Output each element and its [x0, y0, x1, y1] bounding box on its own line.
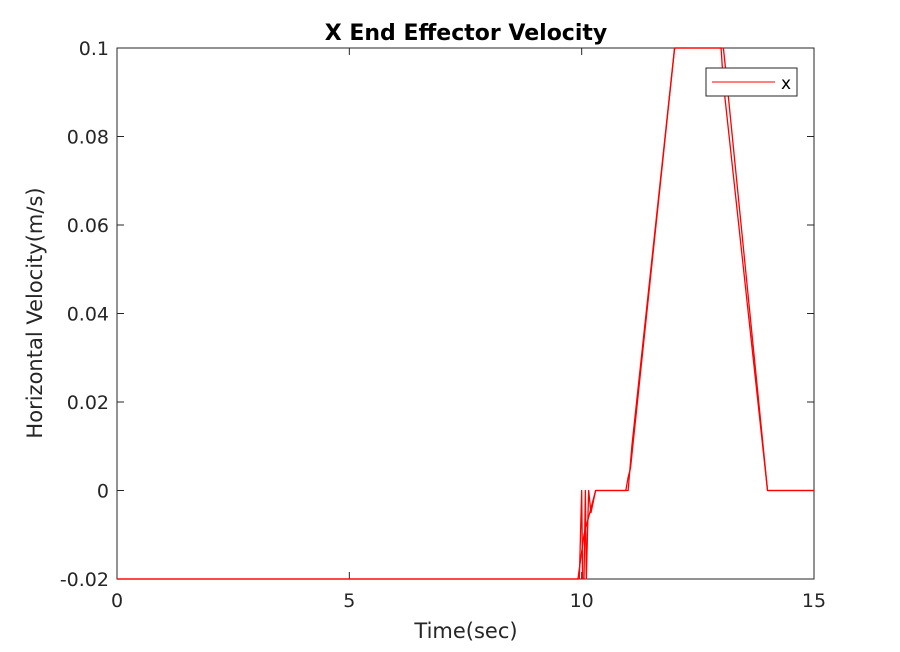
x-axis: 0 5 10 15 [111, 48, 826, 612]
y-tick-label: 0.1 [79, 38, 109, 60]
y-tick-label: 0.08 [67, 127, 109, 149]
y-axis: -0.02 0 0.02 0.04 0.06 0.08 0.1 [60, 38, 814, 591]
y-tick-label: -0.02 [60, 569, 109, 591]
x-tick-label: 0 [111, 590, 123, 612]
x-axis-label: Time(sec) [413, 619, 517, 643]
x-tick-label: 5 [343, 590, 355, 612]
y-axis-label: Horizontal Velocity(m/s) [23, 187, 47, 438]
x-tick-label: 10 [570, 590, 594, 612]
y-tick-label: 0.04 [67, 304, 109, 326]
legend: x [705, 67, 798, 97]
y-tick-label: 0.06 [67, 215, 109, 237]
plot-area [116, 47, 815, 580]
series-line-1 [117, 47, 814, 580]
chart-title: X End Effector Velocity [325, 21, 608, 46]
y-tick-label: 0 [97, 481, 109, 503]
x-tick-label: 15 [802, 590, 826, 612]
legend-label-x: x [781, 74, 791, 94]
series-layer [117, 47, 814, 580]
y-tick-label: 0.02 [67, 392, 109, 414]
